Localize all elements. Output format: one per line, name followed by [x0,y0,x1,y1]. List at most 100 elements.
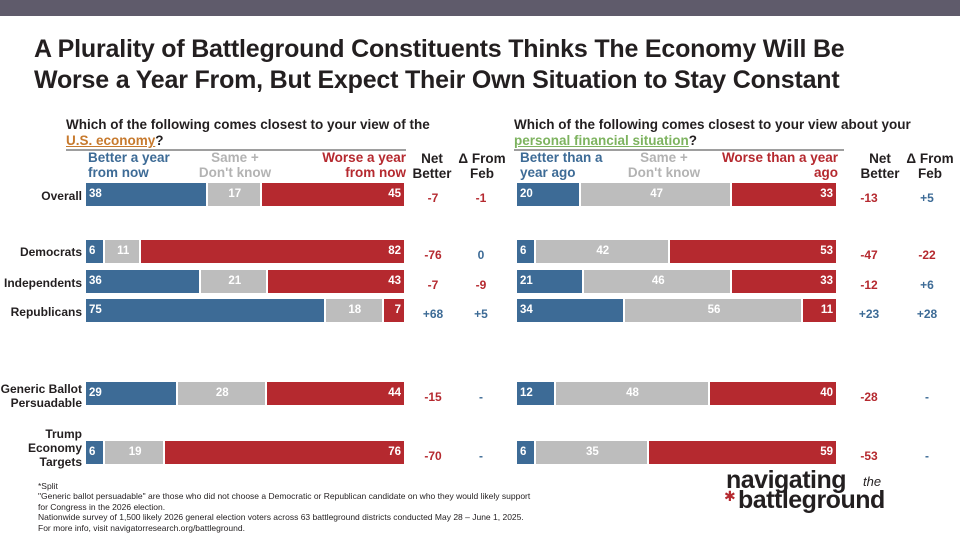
right-delta-feb-republicans: +28 [916,307,938,321]
row-label-democrats: Democrats [19,245,82,259]
right-bar-republicans-better [517,299,626,322]
left-bar-label-generic-ballot-same: 28 [215,387,229,399]
left-bar-democrats-better [86,240,106,263]
row-label-trump-targets: Trump Economy Targets [27,427,82,469]
left-bar-label-trump-targets-worse: 76 [388,446,401,458]
right-bar-label-trump-targets-same: 35 [586,446,599,458]
left-header-net: Net Better [412,151,452,181]
logo-line-2: battleground [738,486,885,514]
left-net-better-independents: -7 [427,278,439,292]
right-header-better: Better than a year ago [520,150,603,180]
left-bar-generic-ballot-better [86,382,178,405]
left-header-delta: Δ From Feb [458,151,506,181]
right-bar-label-republicans-same: 56 [707,304,721,316]
navigating-battleground-logo: navigating the ✱ battleground [724,466,946,516]
right-net-better-trump-targets: -53 [860,449,878,463]
left-bar-democrats-same [105,240,141,263]
left-bar-generic-ballot-worse [266,382,406,405]
right-question-text: Which of the following comes closest to … [514,117,911,132]
left-delta-feb-trump-targets: - [479,449,483,463]
left-bar-label-republicans-worse: 7 [394,304,401,316]
right-question: Which of the following comes closest to … [514,117,914,133]
right-bar-republicans-worse [803,299,838,322]
left-net-better-generic-ballot: -15 [424,390,442,404]
left-bar-republicans-better [86,299,326,322]
right-bar-trump-targets-better [517,441,537,464]
right-net-better-generic-ballot: -28 [860,390,878,404]
right-delta-feb-generic-ballot: - [925,390,929,404]
right-bar-democrats-better [517,240,537,263]
top-banner [0,0,960,16]
logo-the: the [863,474,882,489]
page-title: A Plurality of Battleground Constituents… [34,34,934,96]
right-bar-label-democrats-better: 6 [520,245,527,257]
right-bar-label-overall-worse: 33 [820,188,833,200]
right-bar-republicans-same [625,299,804,322]
left-bar-label-overall-better: 38 [89,188,102,200]
right-bar-label-independents-worse: 33 [820,275,833,287]
row-label-overall: Overall [41,189,82,203]
right-header-same: Same + Don't know [627,150,701,180]
left-net-better-democrats: -76 [424,248,442,262]
left-bar-label-independents-worse: 43 [388,275,401,287]
left-bar-overall-worse [262,183,406,206]
right-bar-overall-same [581,183,733,206]
right-bar-generic-ballot-better [517,382,556,405]
logo-line-1: navigating [726,466,847,494]
left-header-worse: Worse a year from now [322,150,406,180]
right-bar-label-republicans-better: 34 [520,304,533,316]
left-bar-label-democrats-same: 11 [117,245,130,257]
left-question-highlight: U.S. economy [66,133,156,148]
left-bar-label-republicans-same: 18 [348,304,362,316]
right-bar-label-overall-same: 47 [650,188,664,200]
left-net-better-overall: -7 [427,191,439,205]
left-bar-independents-same [201,270,269,293]
right-bar-label-trump-targets-better: 6 [520,446,527,458]
right-bar-label-trump-targets-worse: 59 [820,446,833,458]
right-net-better-overall: -13 [860,191,878,205]
left-net-better-trump-targets: -70 [424,449,442,463]
right-bar-independents-better [517,270,585,293]
left-bar-independents-worse [268,270,406,293]
right-header-worse: Worse than a year ago [721,150,838,180]
footnote-definition-cont: for Congress in the 2026 election. [38,501,166,512]
right-bar-label-democrats-same: 42 [596,245,610,257]
footnote-methodology: Nationwide survey of 1,500 likely 2026 g… [38,512,524,523]
right-header-divider [514,149,844,151]
left-bar-label-overall-worse: 45 [388,188,401,200]
left-bar-label-republicans-better: 75 [89,304,102,316]
left-bar-independents-better [86,270,202,293]
row-label-republicans: Republicans [10,305,82,319]
left-bar-label-trump-targets-better: 6 [89,446,96,458]
right-question-line2: personal financial situation? [514,133,697,149]
right-bar-label-independents-better: 21 [520,275,533,287]
right-bar-label-republicans-worse: 11 [820,304,833,316]
right-net-better-republicans: +23 [858,307,880,321]
right-delta-feb-independents: +6 [920,278,934,292]
left-bar-label-independents-better: 36 [89,275,102,287]
left-bar-label-independents-same: 21 [228,275,242,287]
left-bar-label-overall-same: 17 [228,188,242,200]
right-net-better-democrats: -47 [860,248,878,262]
left-bar-trump-targets-worse [165,441,406,464]
right-bar-democrats-same [536,240,670,263]
right-bar-independents-same [584,270,733,293]
left-bar-republicans-worse [383,299,406,322]
right-bar-generic-ballot-worse [709,382,838,405]
left-question-end: ? [155,133,164,148]
left-bar-overall-same [207,183,262,206]
right-bar-trump-targets-same [536,441,649,464]
left-question: Which of the following comes closest to … [66,117,466,149]
star-icon: ✱ [724,488,736,504]
footnote-split: *Split [38,481,58,491]
right-net-better-independents: -12 [860,278,878,292]
right-question-highlight: personal financial situation [514,133,689,148]
left-bar-generic-ballot-same [177,382,267,405]
left-bar-label-democrats-worse: 82 [388,245,401,257]
right-bar-overall-better [517,183,582,206]
left-bar-trump-targets-better [86,441,105,464]
left-bar-democrats-worse [140,240,406,263]
right-delta-feb-trump-targets: - [925,449,929,463]
right-header-delta: Δ From Feb [906,151,954,181]
right-delta-feb-overall: +5 [920,191,934,205]
